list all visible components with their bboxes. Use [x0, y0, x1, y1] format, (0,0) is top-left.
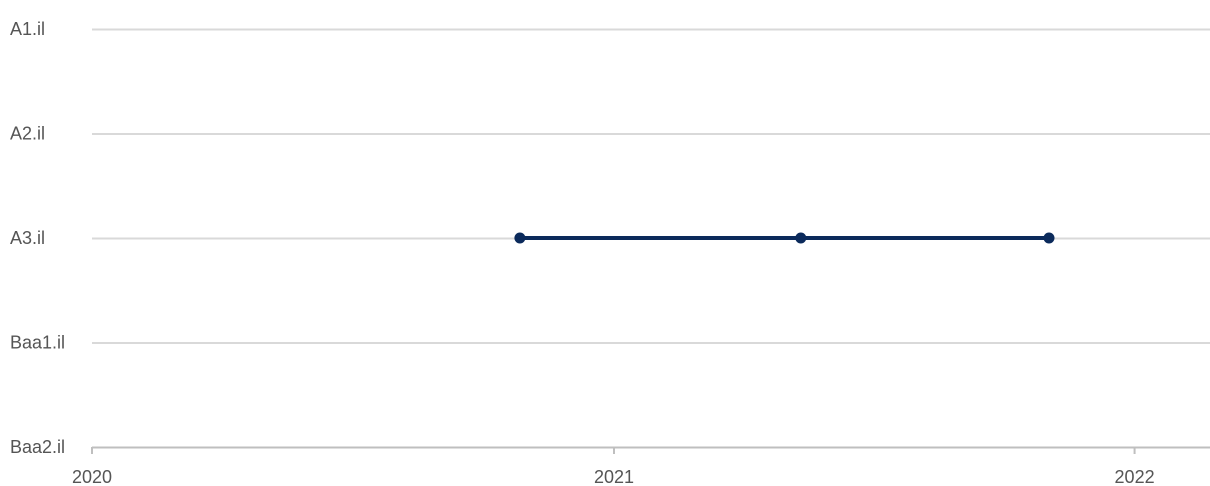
x-tick-label: 2020: [72, 467, 112, 486]
x-tick-label: 2022: [1115, 467, 1155, 486]
y-tick-label: A3.il: [10, 228, 45, 248]
y-axis-labels: A1.il A2.il A3.il Baa1.il Baa2.il: [10, 19, 65, 457]
y-tick-label: A2.il: [10, 124, 45, 144]
x-axis: [91, 446, 1210, 454]
x-tick-label: 2021: [594, 467, 634, 486]
x-axis-labels: 2020 2021 2022: [72, 467, 1155, 486]
y-tick-label: Baa1.il: [10, 333, 65, 353]
series-layer: [514, 232, 1055, 244]
data-point: [1043, 232, 1055, 244]
gridlines: [92, 28, 1210, 344]
y-tick-label: A1.il: [10, 19, 45, 39]
data-point: [795, 232, 807, 244]
y-tick-label: Baa2.il: [10, 437, 65, 457]
data-point: [514, 232, 526, 244]
